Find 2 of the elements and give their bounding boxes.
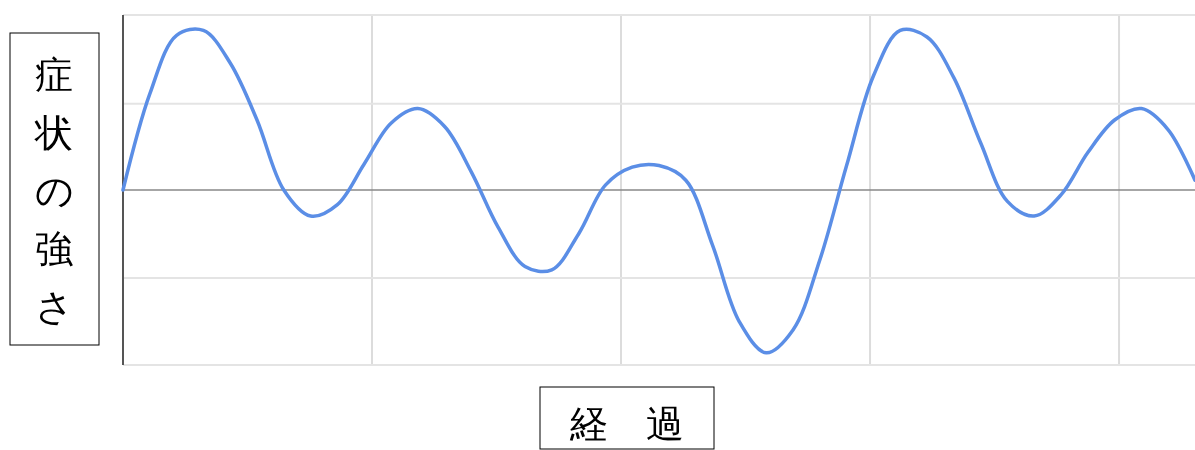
y-axis-title: 症状の強さ xyxy=(34,53,74,329)
x-axis-title: 経 過 xyxy=(569,402,684,446)
